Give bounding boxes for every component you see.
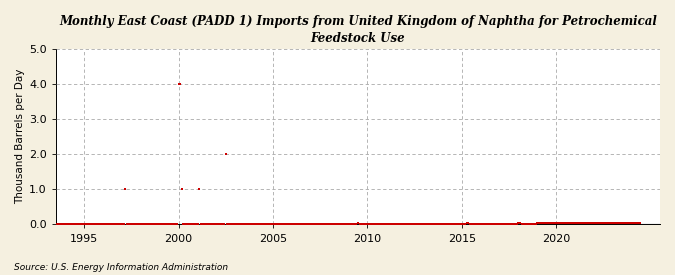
Y-axis label: Thousand Barrels per Day: Thousand Barrels per Day (15, 69, 25, 204)
Text: Source: U.S. Energy Information Administration: Source: U.S. Energy Information Administ… (14, 263, 227, 272)
Title: Monthly East Coast (PADD 1) Imports from United Kingdom of Naphtha for Petrochem: Monthly East Coast (PADD 1) Imports from… (59, 15, 657, 45)
